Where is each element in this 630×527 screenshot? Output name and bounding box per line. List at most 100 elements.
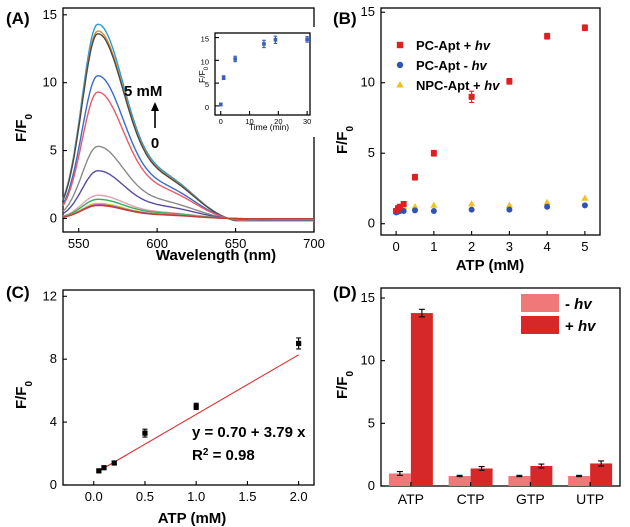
panel-d-legend-swatch [521, 316, 559, 334]
panel-d-bar [590, 463, 613, 486]
panel-c-y-tick-label: 12 [43, 288, 57, 303]
panel-a-inset-y-tick-label: 15 [201, 35, 209, 44]
panel-b-legend-marker [396, 61, 404, 69]
panel-a-y-tick-label: 15 [43, 7, 57, 22]
panel-b-point [506, 206, 513, 213]
panel-c-point [142, 430, 148, 436]
panel-a-inset-background [197, 27, 316, 137]
panel-b-point [581, 194, 589, 201]
panel-a-inset-x-axis-label: Time (min) [249, 122, 289, 132]
panel-d-x-tick-label: CTP [457, 491, 485, 507]
panel-d-label: (D) [333, 283, 357, 302]
panel-a-x-axis-label: Wavelength (nm) [156, 247, 276, 264]
panel-b-x-tick-label: 1 [430, 239, 437, 254]
panel-b-point [430, 208, 437, 215]
panel-b-y-tick-label: 10 [361, 75, 375, 90]
panel-b-legend-label: PC-Apt + hv [416, 38, 491, 53]
panel-b-point [411, 174, 418, 181]
panel-b-x-tick-label: 5 [581, 239, 588, 254]
panel-b: (B) 0 5 10 15 0 1 2 3 4 5 ATP (mM) F/F0 PC-Apt + … [333, 4, 601, 274]
panel-d-bar [388, 473, 411, 486]
panel-b-point [400, 200, 407, 207]
panel-a-inset-point [273, 38, 278, 42]
panel-b-point [543, 198, 551, 205]
panel-b-point [468, 200, 476, 207]
panel-a-arrow [151, 102, 159, 128]
panel-c-point [296, 340, 302, 347]
panel-d-plot-frame [380, 287, 621, 487]
panel-a-y-tick-label: 10 [43, 75, 57, 90]
panel-b-legend-marker [396, 41, 404, 49]
panel-b-point [430, 201, 438, 208]
panel-b-point [396, 203, 403, 210]
panel-d-bar [410, 313, 433, 486]
panel-a-inset-point [262, 42, 266, 46]
panel-a-spectrum-line [62, 204, 314, 220]
panel-d-bar [448, 475, 471, 486]
panel-b-legend-marker [396, 81, 404, 88]
panel-a-inset-y-tick-label: 5 [205, 80, 209, 89]
panel-b-x-axis-label: ATP (mM) [456, 257, 525, 274]
panel-d-legend-swatch [521, 294, 559, 312]
panel-b-point [468, 206, 475, 213]
panel-b-legend: PC-Apt + hv PC-Apt - hv NPC-Apt + hv [396, 38, 500, 93]
panel-a-y-tick-label: 5 [50, 143, 57, 158]
panel-b-point [411, 203, 419, 210]
panel-a-inset-x-tick-label: 20 [274, 117, 282, 126]
panel-d-legend: - hv + hv [521, 294, 597, 335]
panel-a-y-axis-label: F/F0 [13, 114, 35, 143]
panel-c-x-tick-label: 0.5 [136, 489, 154, 504]
panel-c-fit-line [98, 354, 299, 472]
panel-b-point [468, 93, 475, 100]
panel-b-y-tick-label: 15 [361, 4, 375, 19]
panel-d-legend-label: - hv [565, 296, 593, 313]
panel-b-legend-label: NPC-Apt + hv [416, 78, 500, 93]
panel-a-inset-y-tick-label: 10 [201, 57, 209, 66]
panel-b-point [411, 207, 418, 214]
panel-b-point [430, 150, 437, 157]
panel-a-x-tick-label: 650 [225, 236, 247, 251]
panel-d: (D) 0 5 10 15 ATP CTP GTP UTP F/F0 - hv + hv [333, 283, 621, 507]
panel-a-x-tick-label: 550 [68, 236, 90, 251]
panel-b-y-tick-label: 5 [368, 145, 375, 160]
panel-d-legend-label: + hv [565, 318, 597, 335]
panel-b-point [581, 24, 588, 31]
panel-b-x-tick-label: 3 [506, 239, 513, 254]
panel-d-y-tick-label: 5 [368, 415, 375, 430]
panel-a-spectrum-line [62, 145, 314, 222]
panel-c-y-tick-label: 0 [50, 477, 57, 492]
panel-a-inset-point [218, 102, 223, 107]
panel-c-equation: y = 0.70 + 3.79 x [192, 424, 306, 441]
panel-c-point [111, 460, 117, 466]
panel-a-annotation-bottom: 0 [151, 135, 159, 152]
panel-c-x-tick-label: 0.0 [85, 489, 103, 504]
panel-d-y-tick-label: 15 [361, 290, 375, 305]
panel-a-inset-plot-frame [214, 32, 311, 116]
panel-a-inset-point [305, 37, 309, 42]
panel-b-point [506, 78, 513, 85]
panel-a: (A) 0 5 10 15 550 600 650 700 Wavelength (nm) F… [6, 7, 325, 264]
panel-b-x-tick-label: 0 [392, 239, 399, 254]
panel-c-point [193, 403, 199, 409]
panel-d-bar [530, 465, 553, 486]
panel-d-bar [508, 475, 531, 486]
panel-d-x-tick-label: ATP [398, 491, 424, 507]
panel-a-inset-y-axis-label: F/F0 [197, 66, 210, 83]
panel-c-label: (C) [6, 283, 30, 302]
panel-c-x-tick-label: 1.5 [238, 489, 256, 504]
panel-b-point [544, 33, 551, 40]
panel-d-y-tick-label: 10 [361, 353, 375, 368]
panel-c-r2: R2 = 0.98 [192, 447, 255, 465]
panel-b-point [544, 203, 551, 210]
panel-b-x-tick-label: 2 [468, 239, 475, 254]
panel-c-x-axis-label: ATP (mM) [158, 510, 227, 527]
panel-c-point [96, 468, 102, 474]
panel-b-point [505, 201, 513, 208]
panel-a-x-tick-label: 700 [303, 236, 325, 251]
panel-d-x-tick-label: GTP [516, 491, 545, 507]
panel-c-plot-frame [62, 289, 315, 486]
panel-c-x-tick-label: 1.0 [187, 489, 205, 504]
panel-b-point [581, 202, 588, 209]
panel-d-y-axis-label: F/F0 [334, 371, 356, 400]
